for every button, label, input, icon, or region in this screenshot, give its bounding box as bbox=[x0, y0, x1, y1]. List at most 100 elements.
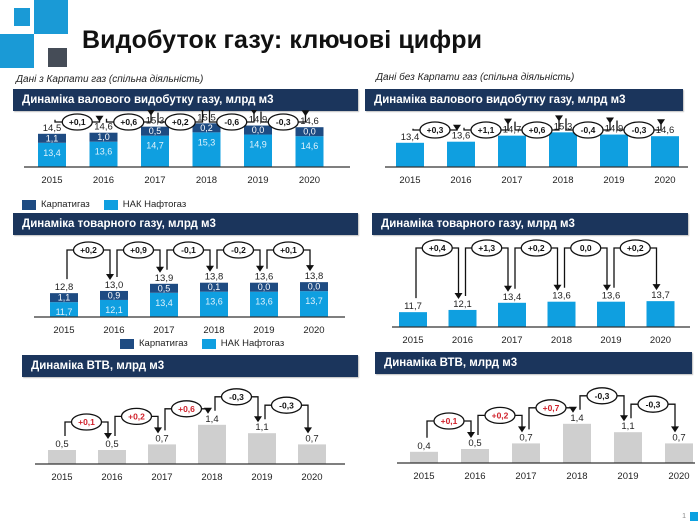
naftogaz-value-label: 13,7 bbox=[305, 296, 323, 306]
arrow-down-icon bbox=[555, 115, 563, 122]
delta-label: +0,1 bbox=[441, 416, 458, 426]
naftogaz-value-label: 14,6 bbox=[301, 141, 319, 151]
bar-karpaty bbox=[200, 282, 228, 292]
delta-bubble bbox=[122, 241, 155, 259]
bar-karpaty bbox=[38, 133, 66, 143]
delta-bubble bbox=[419, 121, 451, 139]
delta-label: +0,2 bbox=[172, 117, 189, 127]
year-label: 2019 bbox=[603, 175, 624, 186]
logo-square-blue-big bbox=[0, 34, 34, 68]
total-value-label: 13,4 bbox=[503, 292, 522, 303]
delta-label: +0,2 bbox=[528, 243, 545, 253]
delta-label: +0,2 bbox=[80, 245, 97, 255]
delta-bubble bbox=[484, 406, 516, 425]
delta-label: -0,3 bbox=[276, 117, 291, 127]
total-value-label: 0,7 bbox=[305, 433, 318, 444]
delta-bubble bbox=[421, 239, 453, 257]
legend-label-karpaty: Карпатигаз bbox=[41, 199, 90, 210]
delta-bubble bbox=[113, 113, 145, 131]
page-number: 1 bbox=[682, 513, 686, 520]
delta-bubble bbox=[535, 399, 567, 417]
bar-naftogaz bbox=[250, 291, 278, 317]
delta-bubble bbox=[572, 121, 604, 139]
arrow-down-icon bbox=[304, 427, 312, 434]
header-left-commodity: Динаміка товарного газу, млрд м3 bbox=[13, 213, 358, 235]
karpaty-value-label: 0,5 bbox=[149, 126, 162, 136]
naftogaz-value-label: 12,1 bbox=[105, 305, 123, 315]
arrow-down-icon bbox=[671, 426, 679, 433]
year-label: 2020 bbox=[668, 471, 689, 482]
year-label: 2017 bbox=[144, 175, 165, 186]
bar-naftogaz bbox=[498, 135, 526, 167]
legend-swatch-naftogaz bbox=[201, 338, 216, 349]
bar-naftogaz bbox=[396, 142, 424, 167]
header-right-gross: Динаміка валового видобутку газу, млрд м… bbox=[365, 89, 683, 111]
total-value-label: 1,1 bbox=[255, 422, 268, 433]
total-value-label: 14,9 bbox=[605, 124, 624, 135]
year-label: 2016 bbox=[93, 175, 114, 186]
year-label: 2019 bbox=[600, 335, 621, 346]
total-value-label: 13,8 bbox=[305, 271, 324, 282]
page-title: Видобуток газу: ключові цифри bbox=[82, 26, 483, 54]
delta-label: +0,6 bbox=[178, 404, 195, 414]
header-left-vtb: Динаміка ВТВ, млрд м3 bbox=[22, 355, 358, 377]
arrow-down-icon bbox=[504, 118, 512, 125]
bar-naftogaz bbox=[498, 302, 526, 327]
total-value-label: 11,7 bbox=[404, 301, 422, 312]
delta-bubble bbox=[570, 239, 602, 257]
total-value-label: 0,7 bbox=[155, 433, 168, 444]
legend-label-naftogaz: НАК Нафтогаз bbox=[220, 338, 285, 349]
bar-naftogaz bbox=[200, 291, 228, 317]
delta-bubble bbox=[470, 121, 502, 139]
delta-label: -0,4 bbox=[581, 125, 596, 135]
bar-vtb bbox=[48, 450, 76, 464]
naftogaz-value-label: 13,4 bbox=[155, 298, 173, 308]
delta-label: 0,0 bbox=[580, 243, 592, 253]
bar-naftogaz bbox=[141, 135, 169, 167]
legend-left-gross: Карпатигаз НАК Нафтогаз bbox=[22, 199, 200, 210]
bar-naftogaz bbox=[646, 301, 675, 327]
bar-karpaty bbox=[89, 132, 118, 142]
naftogaz-value-label: 11,7 bbox=[56, 307, 73, 317]
year-label: 2019 bbox=[247, 175, 268, 186]
karpaty-value-label: 0,5 bbox=[158, 283, 171, 293]
bar-karpaty bbox=[192, 123, 221, 133]
bar-vtb bbox=[410, 451, 438, 463]
legend-item-naftogaz: НАК Нафтогаз bbox=[201, 338, 285, 349]
delta-bubble bbox=[72, 241, 105, 259]
year-label: 2017 bbox=[515, 471, 536, 482]
delta-label: -0,3 bbox=[229, 392, 244, 402]
bar-naftogaz bbox=[651, 136, 679, 167]
total-value-label: 13,6 bbox=[602, 291, 621, 302]
year-label: 2018 bbox=[566, 471, 587, 482]
delta-bubble bbox=[222, 241, 255, 259]
delta-label: +0,1 bbox=[69, 117, 86, 127]
delta-bubble bbox=[623, 121, 655, 139]
bar-naftogaz bbox=[295, 136, 324, 167]
year-label: 2020 bbox=[303, 325, 324, 336]
total-value-label: 12,1 bbox=[453, 299, 472, 310]
year-label: 2015 bbox=[399, 175, 420, 186]
total-value-label: 1,1 bbox=[621, 421, 634, 432]
total-value-label: 0,5 bbox=[55, 439, 68, 450]
total-value-label: 13,8 bbox=[205, 272, 224, 283]
delta-label: +1,3 bbox=[478, 243, 495, 253]
legend-swatch-karpaty bbox=[120, 338, 134, 349]
bar-karpaty bbox=[244, 125, 272, 135]
bar-vtb bbox=[98, 450, 126, 464]
naftogaz-value-label: 13,6 bbox=[95, 147, 113, 157]
bar-naftogaz bbox=[192, 132, 221, 167]
total-value-label: 0,4 bbox=[417, 441, 430, 452]
bar-vtb bbox=[461, 449, 489, 463]
bar-naftogaz bbox=[89, 141, 118, 167]
year-label: 2020 bbox=[299, 175, 320, 186]
arrow-down-icon bbox=[254, 416, 262, 423]
arrow-down-icon bbox=[518, 426, 526, 433]
logo-square-dark bbox=[48, 48, 67, 67]
delta-bubble bbox=[172, 241, 205, 259]
delta-bubble bbox=[586, 387, 618, 405]
arrow-down-icon bbox=[606, 117, 614, 124]
delta-label: +0,9 bbox=[130, 245, 147, 255]
bar-vtb bbox=[198, 424, 226, 464]
total-value-label: 13,6 bbox=[552, 291, 571, 302]
